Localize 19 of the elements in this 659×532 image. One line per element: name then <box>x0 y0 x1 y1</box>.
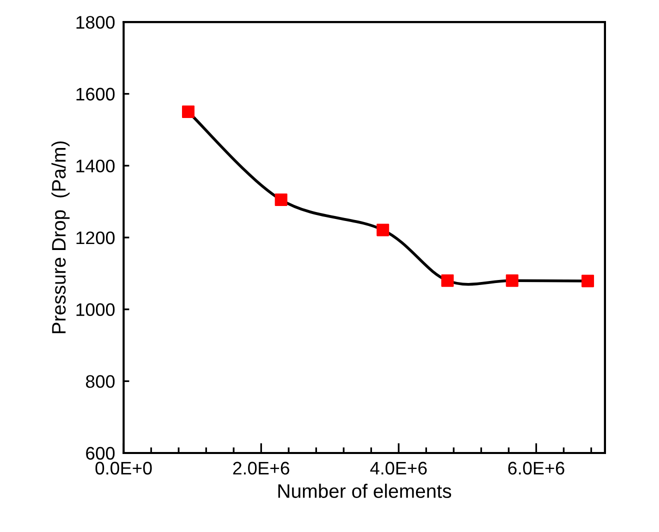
point <box>274 194 288 206</box>
point <box>506 274 518 287</box>
y-tick-label: 1600 <box>76 88 115 101</box>
x-tick-label: 4.0E+6 <box>370 462 427 475</box>
x-tick-label: 2.0E+6 <box>233 462 290 475</box>
point <box>182 106 195 118</box>
y-tick-label: 1800 <box>76 16 115 29</box>
y-tick-label: 1400 <box>76 160 115 172</box>
point <box>376 224 390 236</box>
x-tick-label: 6.0E+6 <box>508 462 564 475</box>
y-tick-label: 600 <box>86 446 115 460</box>
y-tick-label: 1200 <box>76 231 115 244</box>
y-tick-label: 1000 <box>76 303 115 316</box>
point <box>582 274 594 288</box>
x-tick-label: 0.0E+0 <box>95 462 152 475</box>
y-tick-label: 800 <box>86 375 115 388</box>
y-axis-title: Pressure Drop (Pa/m) <box>51 141 70 334</box>
point <box>441 274 454 287</box>
x-axis-title: Number of elements <box>278 484 452 498</box>
